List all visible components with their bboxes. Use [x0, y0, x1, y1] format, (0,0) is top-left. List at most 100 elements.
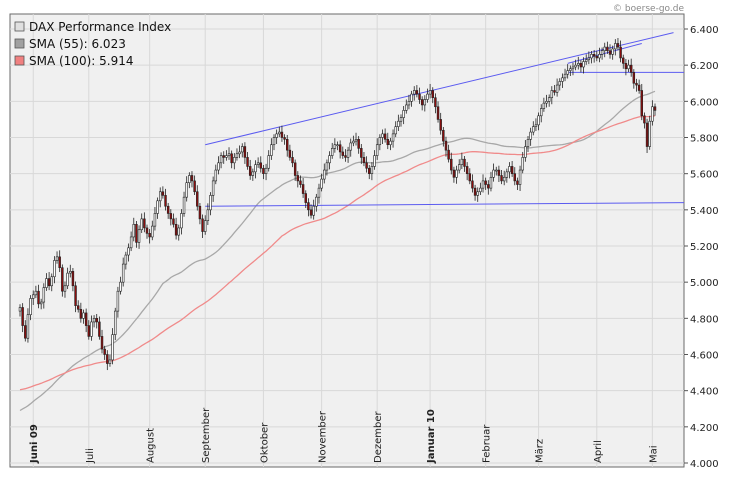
x-axis-label: März: [535, 439, 546, 463]
candle-up: [534, 124, 538, 127]
candle-up: [627, 64, 630, 70]
candle-up: [524, 146, 527, 158]
candle-down: [487, 184, 490, 189]
candle-up: [325, 162, 329, 171]
candle-up: [256, 162, 260, 165]
x-axis-label: Oktober: [259, 422, 270, 463]
candle-up: [267, 155, 270, 169]
candle-up: [111, 334, 114, 361]
candle-up: [545, 101, 548, 104]
candle-up: [577, 63, 580, 66]
candle-up: [312, 205, 315, 216]
candle-up: [537, 115, 540, 126]
candle-down: [190, 175, 194, 182]
candle-up: [185, 182, 188, 198]
candle-down: [368, 167, 371, 174]
candle-up: [423, 99, 427, 106]
candle-up: [460, 158, 464, 165]
candle-up: [108, 359, 112, 364]
candle-up: [214, 169, 218, 182]
x-axis-label: Februar: [482, 424, 493, 463]
candle-up: [317, 187, 321, 198]
y-tick-label: 5.800: [690, 134, 719, 145]
candle-up: [116, 290, 120, 312]
candle-up: [39, 301, 43, 305]
candle-down: [262, 167, 265, 174]
candle-down: [632, 72, 636, 84]
candle-up: [264, 167, 268, 174]
candle-down: [579, 63, 583, 68]
candle-down: [362, 157, 366, 164]
candle-down: [415, 90, 419, 95]
candle-up: [227, 153, 231, 156]
candle-up: [137, 229, 141, 243]
candle-up: [389, 140, 392, 146]
candle-up: [272, 137, 276, 146]
candle-down: [37, 290, 40, 305]
candle-up: [648, 120, 651, 147]
candle-up: [82, 312, 85, 319]
candle-down: [500, 175, 503, 182]
candle-up: [34, 290, 38, 296]
candle-up: [241, 146, 244, 153]
candle-up: [526, 139, 530, 147]
candle-down: [468, 173, 472, 182]
candle-up: [381, 133, 384, 138]
x-axis-label: Januar 10: [426, 409, 437, 464]
candle-up: [151, 225, 154, 238]
candle-up: [547, 97, 551, 102]
candle-down: [246, 157, 249, 167]
candle-up: [370, 166, 374, 174]
candle-down: [243, 146, 247, 158]
candle-up: [32, 294, 35, 299]
candle-down: [58, 256, 61, 269]
y-tick-label: 4.400: [690, 387, 719, 398]
sma-layer: [19, 90, 656, 412]
candle-down: [592, 54, 596, 57]
candle-down: [193, 180, 196, 193]
candle-up: [391, 133, 395, 142]
candle-up: [378, 137, 382, 146]
candle-up: [410, 93, 413, 102]
candle-down: [497, 169, 501, 176]
candle-down: [463, 158, 466, 167]
candle-down: [383, 133, 387, 140]
candle-up: [235, 153, 239, 158]
candle-down: [198, 205, 202, 220]
candle-down: [418, 93, 421, 100]
candle-up: [233, 157, 236, 164]
candle-down: [338, 144, 342, 153]
candle-down: [24, 325, 27, 339]
candle-up: [587, 57, 591, 61]
candle-down: [629, 64, 633, 73]
candle-up: [532, 126, 535, 133]
candle-up: [336, 144, 339, 147]
candle-down: [222, 155, 225, 158]
sma100-line: [19, 115, 656, 391]
candle-up: [479, 187, 482, 193]
y-tick-label: 5.200: [690, 242, 719, 253]
candle-up: [495, 169, 498, 172]
candle-up: [563, 73, 567, 79]
candle-down: [452, 169, 456, 178]
candle-up: [225, 155, 228, 158]
candle-up: [254, 164, 257, 173]
candle-up: [352, 140, 355, 144]
candle-down: [145, 227, 149, 234]
x-axis-label: Mai: [648, 445, 659, 463]
trendline: [205, 202, 685, 207]
candle-down: [291, 157, 294, 164]
candle-up: [50, 276, 53, 287]
plot-area: [9, 13, 685, 468]
candle-up: [275, 133, 278, 138]
candle-down: [71, 271, 75, 287]
candle-down: [283, 137, 286, 140]
candle-down: [341, 151, 345, 156]
candle-down: [307, 202, 310, 211]
candle-down: [436, 106, 440, 120]
candle-up: [90, 321, 93, 337]
candle-down: [645, 122, 649, 147]
candle-up: [651, 106, 654, 122]
candle-up: [603, 46, 606, 51]
